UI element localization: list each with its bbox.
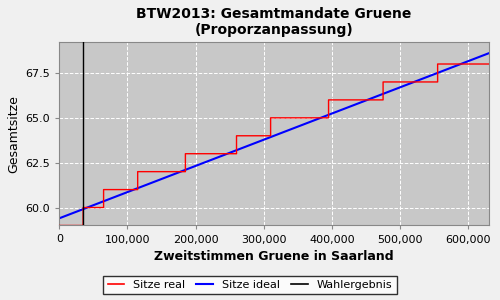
Legend: Sitze real, Sitze ideal, Wahlergebnis: Sitze real, Sitze ideal, Wahlergebnis bbox=[103, 276, 397, 294]
Sitze real bbox=[468, 62, 474, 66]
Sitze real bbox=[452, 62, 458, 66]
Sitze real bbox=[200, 152, 205, 155]
Sitze real bbox=[400, 80, 406, 84]
Sitze real bbox=[468, 62, 474, 66]
Sitze real bbox=[182, 152, 188, 155]
Sitze real bbox=[268, 134, 274, 138]
Sitze real bbox=[380, 80, 386, 84]
Sitze real bbox=[418, 80, 424, 84]
Sitze real bbox=[418, 80, 424, 84]
Sitze real bbox=[305, 116, 311, 120]
Sitze real bbox=[118, 188, 124, 191]
Sitze real bbox=[363, 98, 369, 102]
Sitze real bbox=[80, 224, 86, 227]
Sitze real bbox=[216, 152, 222, 155]
Sitze real bbox=[100, 206, 106, 209]
Sitze real bbox=[216, 152, 222, 155]
Line: Sitze real: Sitze real bbox=[60, 64, 489, 226]
Sitze real bbox=[234, 152, 239, 155]
Sitze real bbox=[400, 80, 406, 84]
Sitze real bbox=[288, 116, 294, 120]
Sitze real bbox=[200, 152, 205, 155]
Sitze real bbox=[56, 224, 62, 227]
Sitze real bbox=[234, 134, 239, 138]
Sitze real bbox=[250, 134, 256, 138]
Title: BTW2013: Gesamtmandate Gruene
(Proporzanpassung): BTW2013: Gesamtmandate Gruene (Proporzan… bbox=[136, 7, 411, 37]
Sitze real bbox=[134, 170, 140, 173]
Sitze real bbox=[288, 116, 294, 120]
Sitze real bbox=[166, 170, 172, 173]
Sitze real bbox=[452, 62, 458, 66]
Sitze real bbox=[305, 116, 311, 120]
Sitze real bbox=[182, 170, 188, 173]
X-axis label: Zweitstimmen Gruene in Saarland: Zweitstimmen Gruene in Saarland bbox=[154, 250, 394, 263]
Sitze real bbox=[166, 170, 172, 173]
Sitze real bbox=[118, 188, 124, 191]
Y-axis label: Gesamtsitze: Gesamtsitze bbox=[7, 95, 20, 173]
Sitze real bbox=[152, 170, 158, 173]
Sitze real bbox=[326, 98, 332, 102]
Sitze real bbox=[363, 98, 369, 102]
Sitze real bbox=[152, 170, 158, 173]
Sitze real bbox=[434, 62, 440, 66]
Sitze real bbox=[134, 188, 140, 191]
Sitze real bbox=[486, 62, 492, 66]
Sitze real bbox=[380, 98, 386, 102]
Sitze real bbox=[434, 80, 440, 84]
Sitze real bbox=[342, 98, 348, 102]
Sitze real bbox=[250, 134, 256, 138]
Sitze real bbox=[100, 188, 106, 191]
Sitze real bbox=[342, 98, 348, 102]
Sitze real bbox=[326, 116, 332, 120]
Sitze real bbox=[80, 206, 86, 209]
Sitze real bbox=[268, 116, 274, 120]
